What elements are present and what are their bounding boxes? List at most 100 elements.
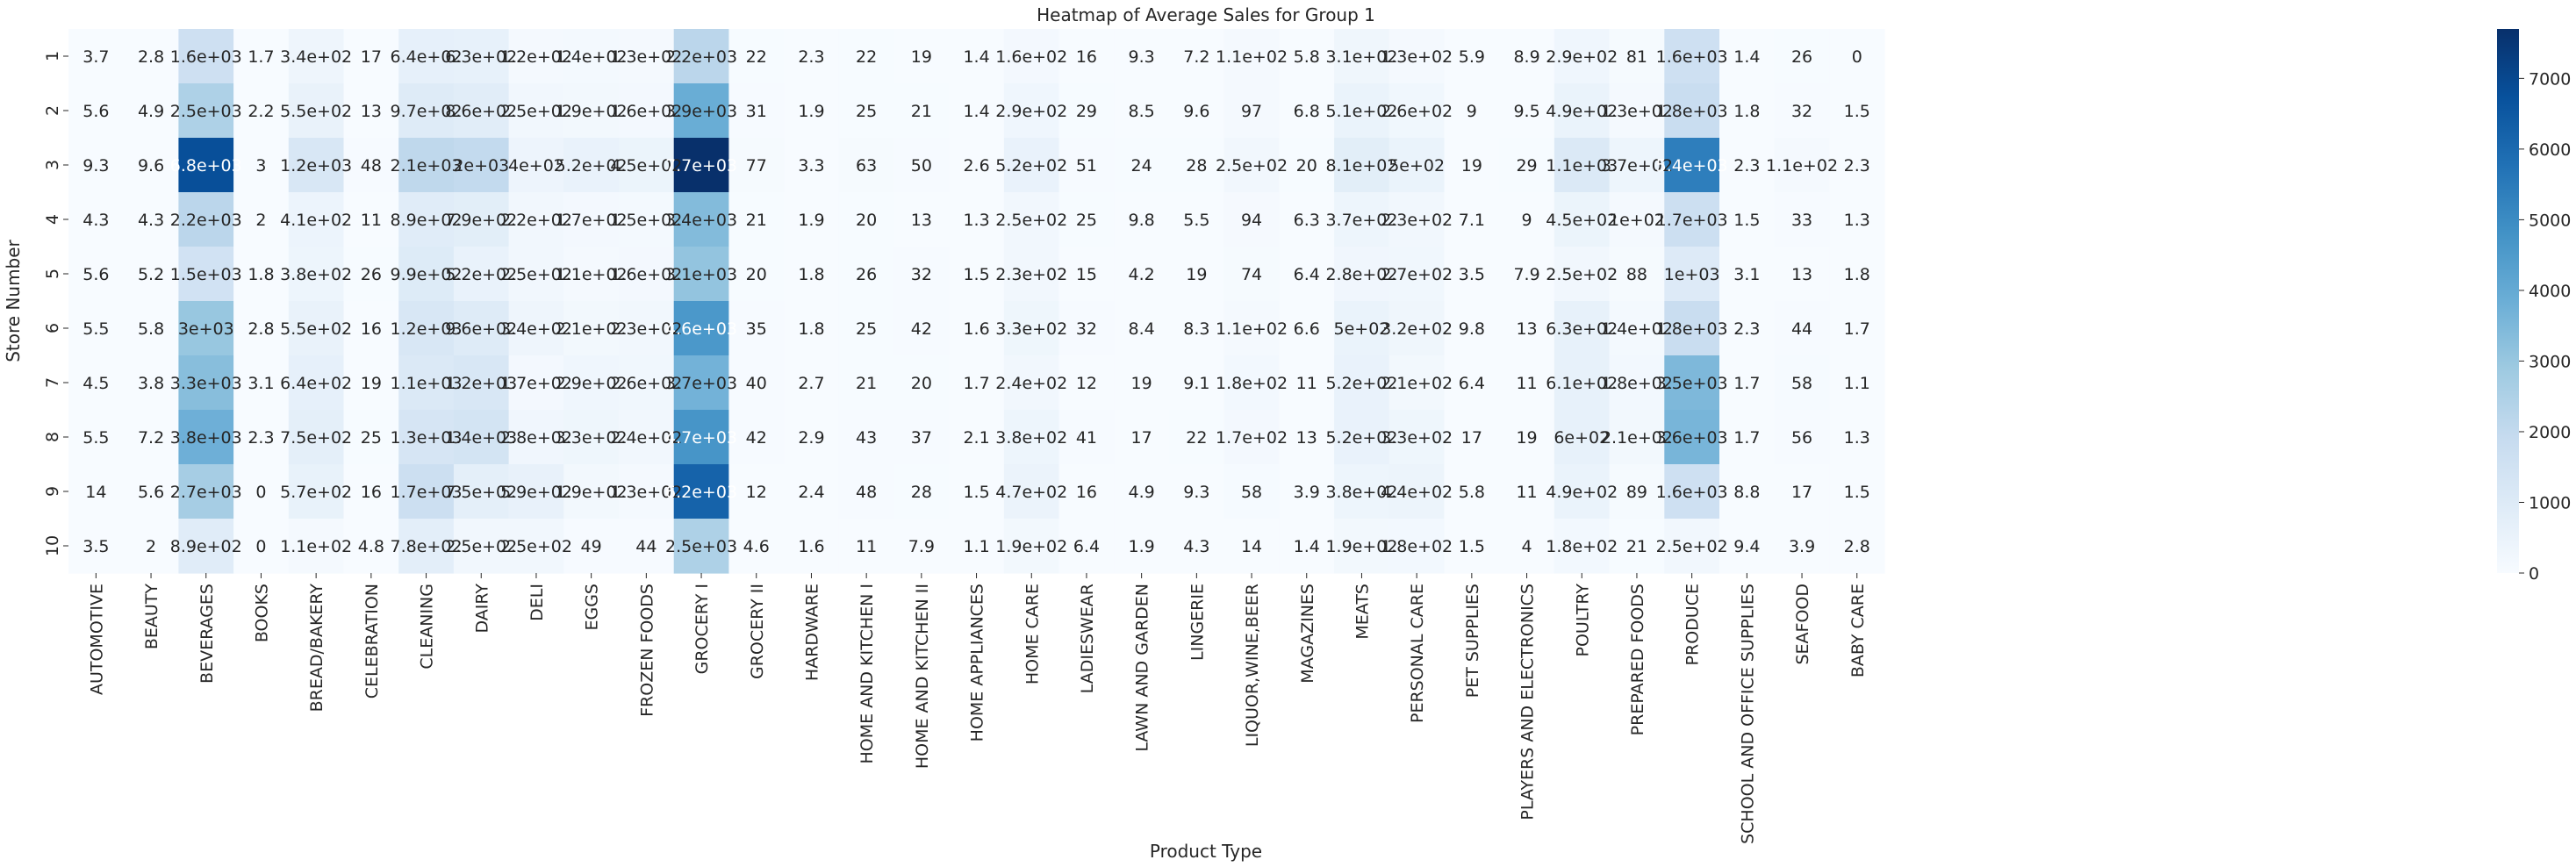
heatmap-cell: [1223, 138, 1280, 193]
heatmap-cell: [453, 247, 510, 302]
cell-annotation: 3.8e+03: [170, 428, 242, 448]
heatmap-cell: [784, 301, 840, 356]
cell-annotation: 7.2: [138, 428, 164, 448]
heatmap-cell: [1169, 519, 1225, 574]
heatmap-cell: [288, 192, 345, 247]
heatmap-cell: [563, 519, 620, 574]
heatmap-cell: [123, 247, 179, 302]
heatmap-cell: [1058, 355, 1115, 411]
heatmap-cell: [1334, 410, 1390, 465]
cell-annotation: 6.6: [1294, 319, 1320, 339]
heatmap-cell: [1499, 464, 1555, 519]
heatmap-cell: [1223, 247, 1280, 302]
cell-annotation: 1.8e+02: [1546, 537, 1618, 556]
heatmap-cell: [343, 301, 399, 356]
cell-annotation: 3.8: [138, 374, 164, 393]
cell-annotation: 9.3: [83, 156, 109, 176]
heatmap-cell: [68, 464, 125, 519]
x-tick-label: AUTOMOTIVE: [87, 584, 106, 695]
cell-annotation: 31: [746, 102, 767, 121]
heatmap-cell: [123, 301, 179, 356]
cell-annotation: 1.1: [963, 537, 989, 556]
cell-annotation: 2.5e+02: [1656, 537, 1728, 556]
cell-annotation: 4.9: [138, 102, 164, 121]
heatmap-cell: [1003, 83, 1060, 139]
cell-annotation: 1.7: [1733, 428, 1760, 448]
cell-annotation: 17: [1461, 428, 1482, 448]
cell-annotation: 1.7: [1844, 319, 1870, 339]
heatmap-cell: [1334, 301, 1390, 356]
heatmap-cell: [673, 138, 729, 193]
cell-annotation: 1.6e+03: [170, 47, 242, 67]
heatmap-cell: [233, 247, 290, 302]
y-tick-label: 7: [43, 377, 62, 388]
heatmap-cell: [1058, 519, 1115, 574]
cell-annotation: 9.3: [1183, 483, 1209, 502]
heatmap-cell: [1003, 301, 1060, 356]
heatmap-cell: [1553, 247, 1611, 302]
cell-annotation: 6.4: [1294, 265, 1320, 284]
heatmap-cell: [949, 410, 1005, 465]
cell-annotation: 19: [361, 374, 382, 393]
heatmap-cell: [893, 301, 950, 356]
cell-annotation: 2.5e+02: [445, 537, 517, 556]
heatmap-cell: [1114, 83, 1170, 139]
heatmap-cell: [563, 83, 620, 139]
heatmap-cell: [1719, 83, 1776, 139]
heatmap-cell: [1829, 247, 1885, 302]
cell-annotation: 13: [911, 211, 932, 230]
heatmap-cell: [1499, 301, 1555, 356]
heatmap-cell: [508, 83, 564, 139]
cell-annotation: 26: [1791, 47, 1812, 67]
heatmap-cell: [1829, 138, 1885, 193]
heatmap-cell: [1169, 138, 1225, 193]
x-tick-label: EGGS: [583, 584, 602, 631]
cell-annotation: 8.3: [1183, 319, 1209, 339]
heatmap-cell: [1664, 29, 1720, 84]
heatmap-cell: [123, 355, 179, 411]
cell-annotation: 3.5: [1459, 265, 1485, 284]
heatmap-cell: [178, 29, 234, 84]
heatmap-cell: [619, 355, 675, 411]
heatmap-cell: [398, 138, 455, 193]
cell-annotation: 22: [856, 47, 877, 67]
heatmap-cell: [893, 138, 950, 193]
cell-annotation: 1.6e+03: [1656, 483, 1728, 502]
heatmap-cell: [673, 410, 729, 465]
cell-annotation: 7.7e+03: [665, 156, 737, 176]
heatmap-cell: [619, 410, 675, 465]
heatmap-cell: [1334, 247, 1390, 302]
cell-annotation: 4.6: [743, 537, 770, 556]
heatmap-cell: [673, 519, 729, 574]
heatmap-cell: [1003, 192, 1060, 247]
heatmap-cell: [1279, 192, 1335, 247]
cell-annotation: 2.8: [1844, 537, 1870, 556]
heatmap-cell: [508, 519, 564, 574]
heatmap-cell: [949, 192, 1005, 247]
heatmap-cell: [563, 138, 620, 193]
cell-annotation: 2e+03: [453, 156, 509, 176]
heatmap-cell: [1223, 29, 1280, 84]
cell-annotation: 1.2e+03: [391, 319, 463, 339]
heatmap-cell: [343, 192, 399, 247]
heatmap-cell: [343, 247, 399, 302]
heatmap-cell: [178, 519, 234, 574]
heatmap-cell: [563, 301, 620, 356]
cell-annotation: 2: [146, 537, 156, 556]
cell-annotation: 4.1e+02: [280, 211, 352, 230]
heatmap-cell: [1388, 301, 1446, 356]
heatmap-cell: [893, 83, 950, 139]
cell-annotation: 1.4e+02: [556, 47, 628, 67]
heatmap-cell: [453, 192, 510, 247]
cell-annotation: 5.2e+02: [556, 156, 628, 176]
heatmap-cell: [1388, 138, 1446, 193]
heatmap-cell: [1223, 355, 1280, 411]
heatmap-cell: [1664, 519, 1720, 574]
y-axis-label: Store Number: [3, 239, 24, 362]
cell-annotation: 1.1e+02: [1216, 47, 1288, 67]
cell-annotation: 1.5: [963, 265, 989, 284]
heatmap-cell: [619, 464, 675, 519]
heatmap-cell: [1719, 138, 1776, 193]
heatmap-cell: [784, 83, 840, 139]
heatmap-cell: [1829, 519, 1885, 574]
